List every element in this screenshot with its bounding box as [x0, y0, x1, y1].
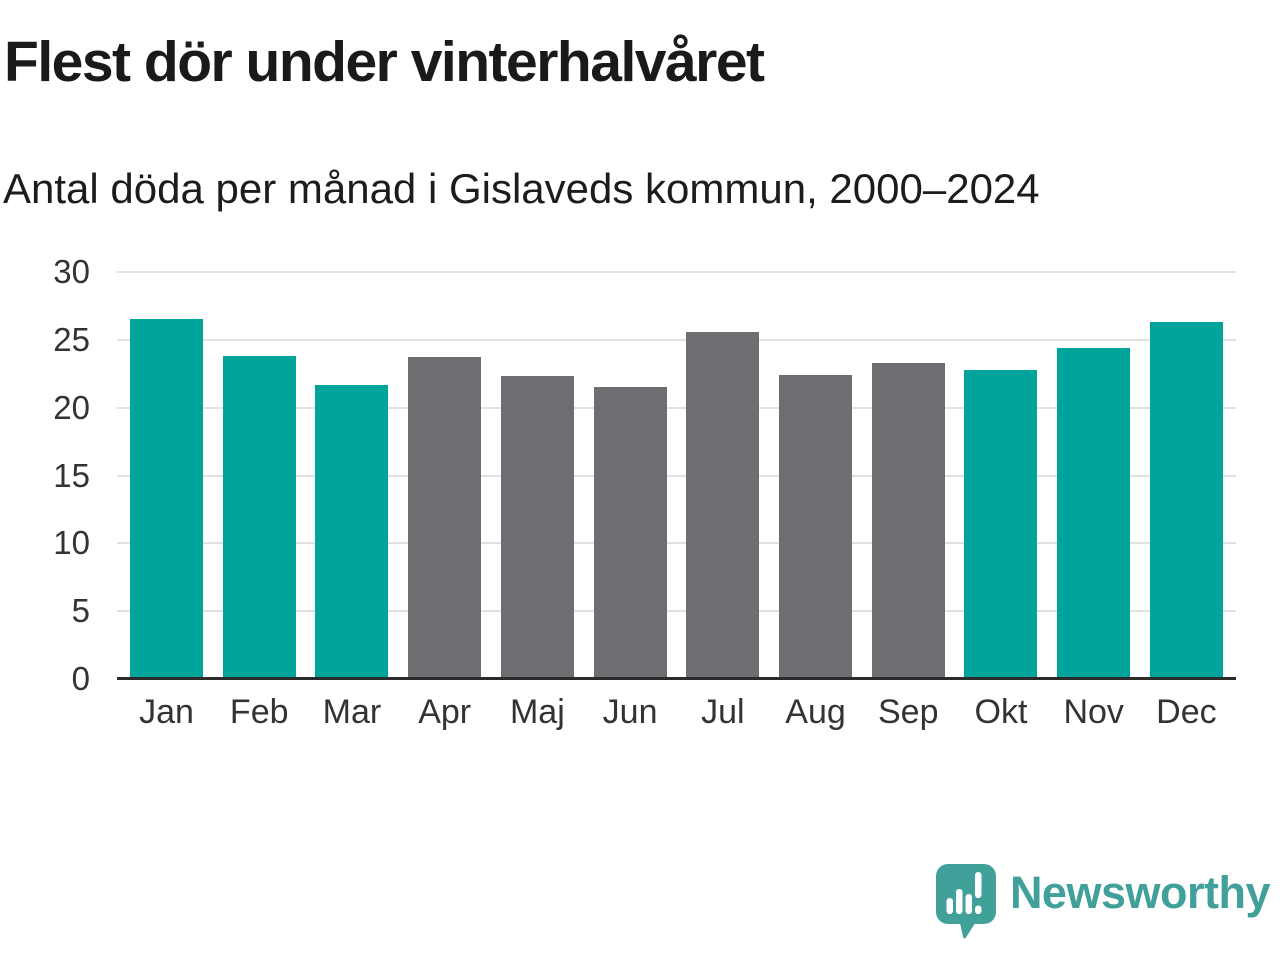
gridline-25 [117, 338, 1236, 341]
newsworthy-logo-text: Newsworthy [1009, 867, 1271, 918]
bar-aug [779, 375, 853, 679]
y-tick-label-30: 30 [53, 253, 90, 290]
bar-jan [130, 319, 203, 679]
bar-apr [408, 357, 482, 679]
gridline-10 [117, 542, 1236, 545]
x-tick-label-mar: Mar [322, 693, 382, 731]
bar-jun [593, 387, 667, 679]
bar-nov [1057, 347, 1131, 679]
x-tick-label-jun: Jun [602, 693, 658, 731]
bar-series [117, 272, 1236, 679]
x-tick-label-jan: Jan [139, 693, 194, 731]
x-tick-label-jul: Jul [701, 693, 745, 731]
bar-feb [222, 356, 296, 679]
x-tick-label-dec: Dec [1156, 693, 1217, 731]
bar-mar [315, 384, 389, 679]
newsworthy-logo-icon [935, 864, 996, 939]
x-axis-line [117, 677, 1236, 680]
gridline-5 [117, 610, 1236, 613]
bar-dec [1149, 322, 1223, 679]
x-tick-label-apr: Apr [418, 693, 472, 731]
y-tick-label-5: 5 [71, 592, 90, 630]
chart-subtitle: Antal döda per månad i Gislaveds kommun,… [3, 165, 1040, 212]
y-axis-tick-labels: 0 5 10 15 20 25 30 [0, 253, 90, 697]
x-axis-tick-labels: Jan Feb Mar Apr Maj Jun Jul Aug Sep Okt Nov Dec [117, 693, 1236, 732]
x-tick-label-aug: Aug [785, 693, 846, 731]
y-tick-label-0: 0 [71, 660, 90, 697]
bar-maj [500, 376, 574, 679]
bar-chart-plot-area [117, 271, 1236, 680]
gridline-30 [117, 271, 1236, 273]
x-tick-label-okt: Okt [974, 693, 1028, 731]
bar-jul [686, 331, 760, 679]
x-tick-label-maj: Maj [509, 693, 565, 731]
x-tick-label-feb: Feb [229, 693, 289, 731]
gridline-15 [117, 474, 1236, 477]
x-tick-label-nov: Nov [1063, 693, 1124, 731]
y-tick-label-10: 10 [53, 524, 90, 562]
y-tick-label-25: 25 [53, 320, 90, 358]
gridline-20 [117, 406, 1236, 409]
chart-title: Flest dör under vinterhalvåret [4, 30, 765, 94]
x-tick-label-sep: Sep [878, 693, 939, 731]
y-tick-label-15: 15 [53, 456, 90, 494]
bar-sep [871, 362, 945, 679]
bar-okt [964, 369, 1038, 679]
y-tick-label-20: 20 [53, 388, 90, 426]
newsworthy-logo: Newsworthy [934, 862, 1271, 940]
